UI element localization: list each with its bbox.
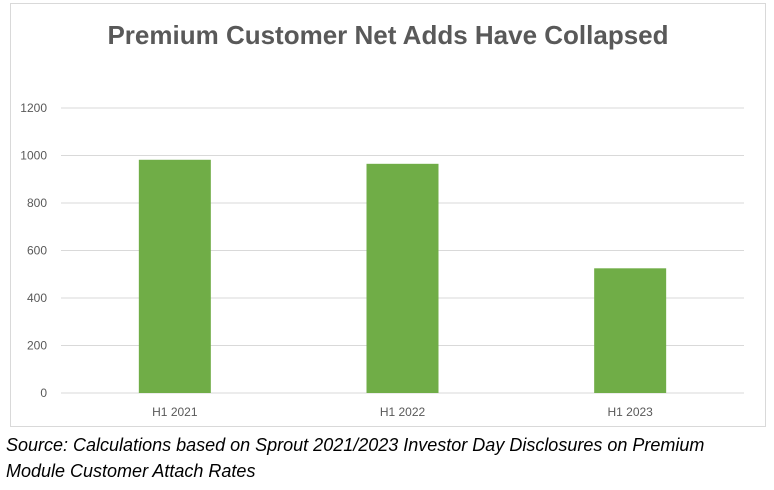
y-tick-label: 400 [27,291,47,305]
chart-title: Premium Customer Net Adds Have Collapsed [107,20,669,50]
y-tick-label: 200 [27,339,47,353]
x-tick-label: H1 2023 [607,405,653,419]
x-tick-label: H1 2022 [380,405,426,419]
bar [138,159,211,393]
bar [366,163,439,393]
bar [594,268,667,393]
y-tick-label: 1200 [20,101,47,115]
y-tick-label: 800 [27,196,47,210]
source-note: Source: Calculations based on Sprout 202… [6,435,705,481]
y-tick-label: 600 [27,244,47,258]
y-tick-label: 1000 [20,149,47,163]
x-tick-label: H1 2021 [152,405,198,419]
y-tick-label: 0 [40,386,47,400]
chart-frame: Premium Customer Net Adds Have Collapsed… [10,3,766,427]
bar-chart: 0 200 400 600 800 1000 1200 H1 2021 H1 2022 H1 20… [20,101,744,419]
